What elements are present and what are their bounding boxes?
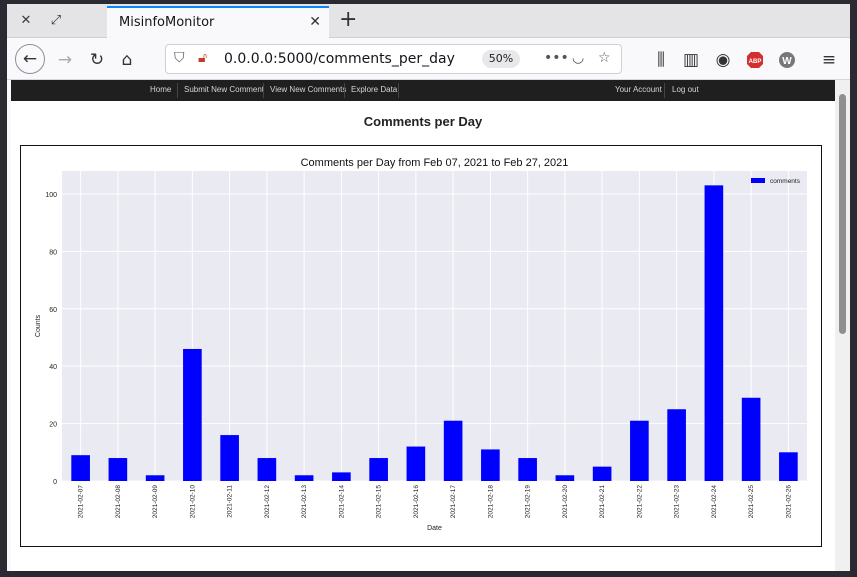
bar: [71, 455, 90, 481]
svg-text:W: W: [782, 56, 792, 67]
x-tick-label: 2021-02-11: [227, 485, 234, 518]
chart-container: 0 20 40 60 80 100 2021-02-07 2021-02-08 2021-02-…: [20, 145, 822, 547]
bar: [443, 420, 463, 481]
sidebar-icon[interactable]: ▥: [682, 50, 700, 70]
new-tab-icon[interactable]: +: [339, 7, 358, 32]
x-tick-label: 2021-02-16: [413, 485, 420, 519]
page-content: Home Submit New Comment View New Comment…: [11, 80, 835, 571]
x-tick-label: 2021-02-23: [674, 485, 681, 519]
bar: [257, 458, 277, 481]
bookmark-star-icon[interactable]: ☆: [598, 50, 611, 66]
x-tick-label: 2021-02-18: [487, 485, 494, 519]
zoom-level-badge[interactable]: 50%: [482, 50, 520, 68]
library-icon[interactable]: ⫼: [657, 50, 665, 70]
bar: [592, 466, 612, 481]
tab-close-icon[interactable]: ✕: [309, 14, 321, 30]
y-tick-label: 80: [49, 249, 57, 256]
nav-explore-data-link[interactable]: Explore Data: [351, 85, 398, 94]
x-tick-label: 2021-02-20: [562, 485, 569, 519]
shield-icon[interactable]: ⛉: [174, 50, 185, 66]
bar: [145, 475, 165, 481]
more-actions-icon[interactable]: •••: [544, 50, 569, 66]
x-tick-label: 2021-02-09: [152, 485, 159, 519]
home-icon[interactable]: ⌂: [121, 50, 133, 70]
forward-icon[interactable]: →: [57, 50, 73, 70]
bar: [220, 435, 239, 481]
x-tick-label: 2021-02-15: [376, 485, 383, 519]
bar: [630, 420, 649, 481]
x-tick-label: 2021-02-10: [189, 485, 196, 519]
x-tick-label: 2021-02-19: [525, 485, 532, 519]
bar: [332, 472, 351, 481]
y-tick-label: 20: [49, 422, 57, 429]
scroll-thumb[interactable]: [839, 94, 846, 334]
x-axis-label: Date: [427, 525, 442, 532]
legend-label: comments: [770, 178, 801, 185]
account-icon[interactable]: ◉: [715, 50, 731, 70]
bar: [555, 475, 575, 481]
page-title: Comments per Day: [363, 114, 483, 129]
url-bar[interactable]: ⛉ 🔓︎ 0.0.0.0:5000/comments_per_day 50% •…: [165, 44, 622, 74]
extension-w-icon[interactable]: W: [773, 46, 801, 74]
restore-window-icon[interactable]: ⤢: [50, 13, 62, 28]
y-tick-label: 0: [53, 479, 57, 486]
x-tick-label: 2021-02-26: [785, 485, 792, 519]
y-tick-label: 60: [49, 307, 57, 314]
x-tick-label: 2021-02-12: [264, 485, 271, 519]
x-tick-label: 2021-02-24: [711, 485, 718, 519]
bar: [183, 348, 202, 481]
x-tick-label: 2021-02-25: [748, 485, 755, 519]
legend-swatch: [751, 178, 765, 183]
reload-icon[interactable]: ↻: [89, 50, 105, 70]
bar: [518, 458, 537, 481]
nav-home-link[interactable]: Home: [150, 85, 172, 94]
bar: [294, 475, 314, 481]
y-tick-label: 100: [45, 192, 57, 199]
x-tick-label: 2021-02-22: [636, 485, 643, 519]
x-tick-label: 2021-02-08: [115, 485, 122, 519]
x-tick-label: 2021-02-07: [78, 485, 85, 519]
nav-toolbar: ← → ↻ ⌂ ⛉ 🔓︎ 0.0.0.0:5000/comments_per_d…: [7, 38, 850, 80]
site-nav-bar: Home Submit New Comment View New Comment…: [11, 80, 835, 101]
y-axis-label: Counts: [35, 314, 42, 337]
close-window-icon[interactable]: ✕: [20, 13, 32, 28]
tab-title: MisinfoMonitor: [119, 15, 215, 30]
insecure-lock-icon[interactable]: 🔓︎: [198, 50, 208, 66]
vertical-scrollbar[interactable]: [835, 80, 850, 571]
nav-logout-link[interactable]: Log out: [672, 85, 699, 94]
adblock-icon[interactable]: ABP: [741, 46, 769, 74]
x-tick-label: 2021-02-14: [338, 485, 345, 519]
nav-account-link[interactable]: Your Account: [615, 85, 662, 94]
bar: [369, 458, 388, 481]
pocket-icon[interactable]: ◡: [572, 50, 585, 66]
x-tick-label: 2021-02-17: [450, 485, 457, 519]
chart-title: Comments per Day from Feb 07, 2021 to Fe…: [301, 157, 569, 169]
x-tick-label: 2021-02-21: [599, 485, 606, 519]
bar: [406, 446, 426, 481]
y-tick-label: 40: [49, 364, 57, 371]
bar: [704, 185, 724, 481]
svg-text:ABP: ABP: [749, 59, 762, 65]
nav-submit-comment-link[interactable]: Submit New Comment: [184, 85, 265, 94]
nav-view-comments-link[interactable]: View New Comments: [270, 85, 347, 94]
bar: [667, 409, 686, 481]
browser-window: ✕ ⤢ MisinfoMonitor ✕ + ← → ↻ ⌂ ⛉ 🔓︎ 0.0.…: [7, 4, 850, 571]
plot-area: [62, 171, 807, 481]
x-tick-label: 2021-02-13: [301, 485, 308, 519]
menu-icon[interactable]: ≡: [821, 50, 837, 70]
bar: [779, 452, 798, 481]
bar: [741, 397, 761, 481]
tab-strip: ✕ ⤢ MisinfoMonitor ✕ +: [7, 4, 850, 38]
back-icon[interactable]: ←: [15, 44, 45, 74]
tab-active[interactable]: MisinfoMonitor ✕: [107, 6, 329, 38]
bar: [481, 449, 500, 481]
bar: [108, 458, 128, 481]
bar-chart: 0 20 40 60 80 100 2021-02-07 2021-02-08 2021-02-…: [35, 157, 807, 532]
url-text[interactable]: 0.0.0.0:5000/comments_per_day: [224, 51, 455, 67]
